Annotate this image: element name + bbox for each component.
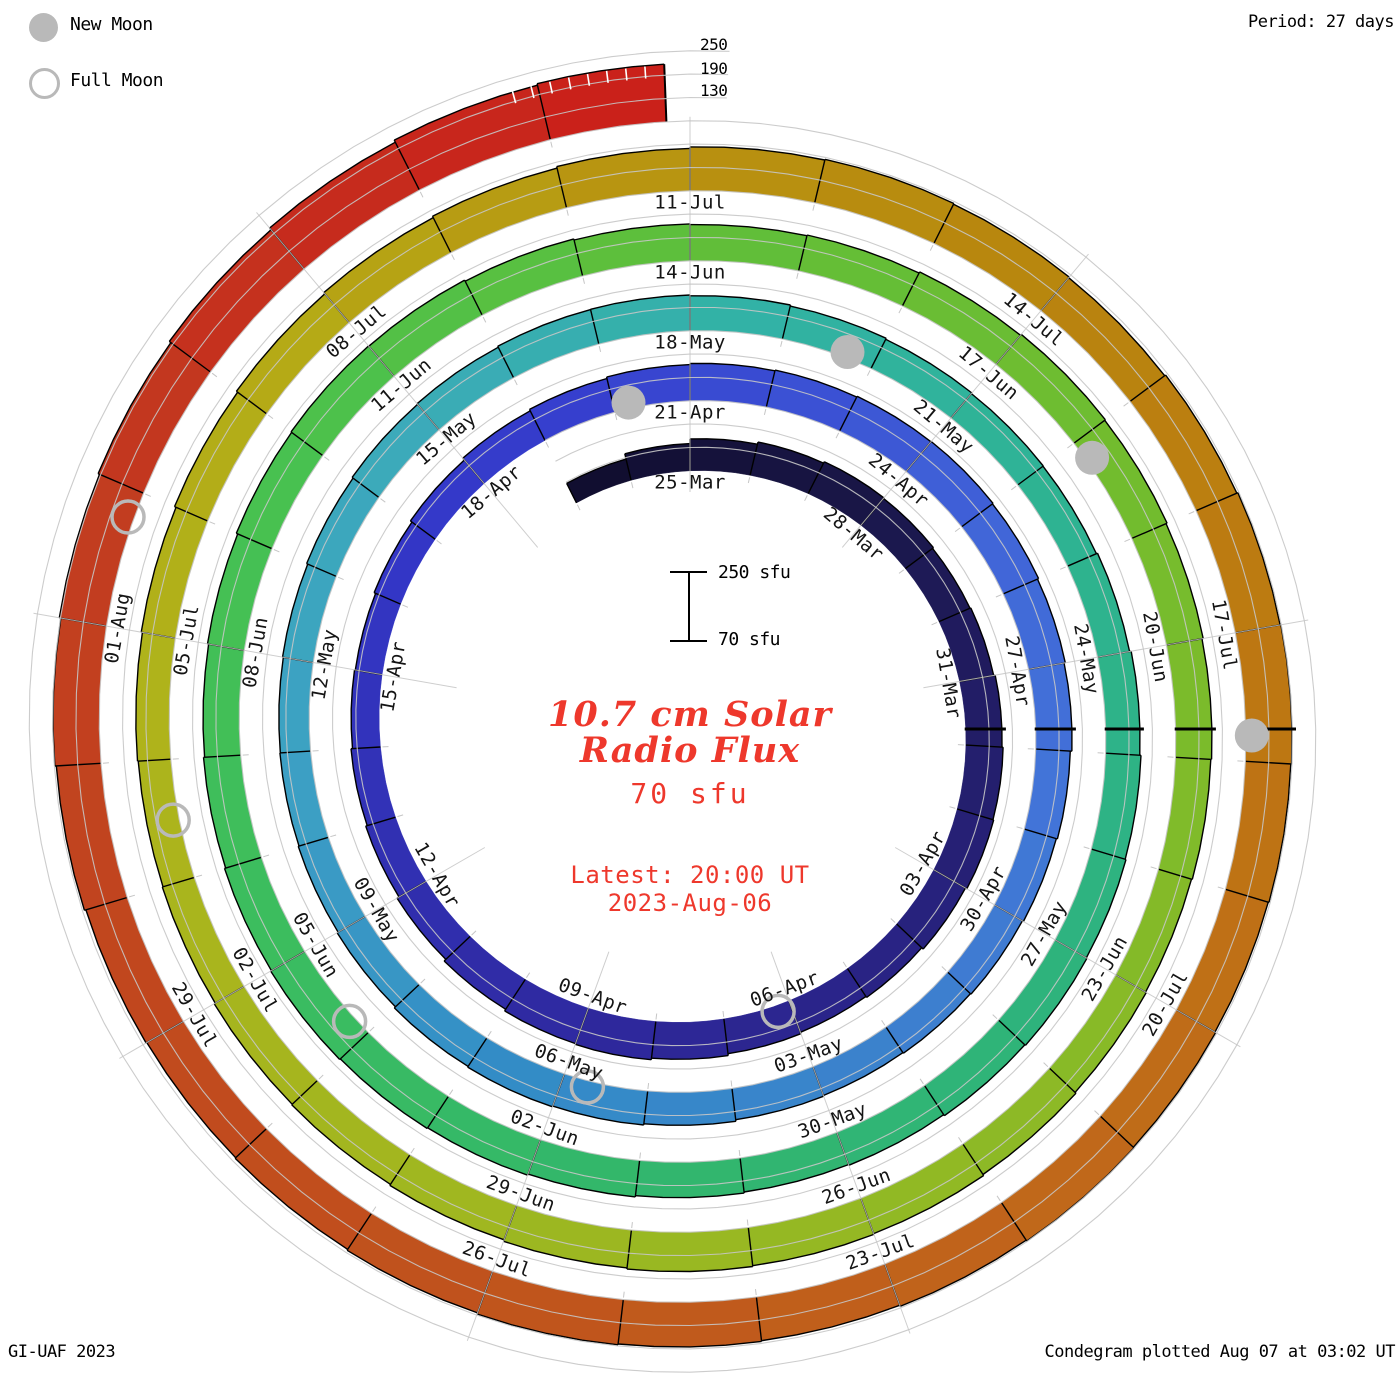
legend-full-moon-label: Full Moon — [70, 70, 164, 91]
legend-new-moon-label: New Moon — [70, 14, 153, 35]
scale-bar-stem — [688, 572, 690, 642]
radial-axis-label-190: 190 — [700, 59, 728, 78]
scale-bar-bottom-cap — [670, 640, 707, 642]
radial-axis-label-130: 130 — [700, 81, 728, 100]
date-label: 21-Apr — [654, 401, 726, 423]
scale-bar-top-label: 250 sfu — [718, 562, 791, 583]
scale-bar-top-cap — [670, 571, 707, 573]
full-moon-icon — [29, 68, 60, 99]
latest-date-label: 2023-Aug-06 — [607, 889, 773, 917]
period-label: Period: 27 days — [1247, 12, 1395, 32]
date-label: 25-Mar — [654, 471, 726, 493]
date-label: 18-May — [654, 331, 726, 353]
chart-title-line1: 10.7 cm Solar — [548, 694, 832, 735]
date-label: 11-Jul — [654, 191, 726, 213]
new-moon-icon — [29, 13, 58, 42]
plotted-timestamp-label: Condegram plotted Aug 07 at 03:02 UT — [1044, 1342, 1396, 1362]
scale-bar-bottom-label: 70 sfu — [718, 629, 781, 650]
chart-title-line2: Radio Flux — [579, 730, 801, 771]
credit-label: GI-UAF 2023 — [8, 1342, 116, 1362]
date-label: 14-Jun — [654, 261, 726, 283]
radial-axis-label-250: 250 — [700, 35, 728, 54]
latest-time-label: Latest: 20:00 UT — [570, 861, 810, 889]
baseline-flux-value: 70 sfu — [630, 777, 750, 810]
